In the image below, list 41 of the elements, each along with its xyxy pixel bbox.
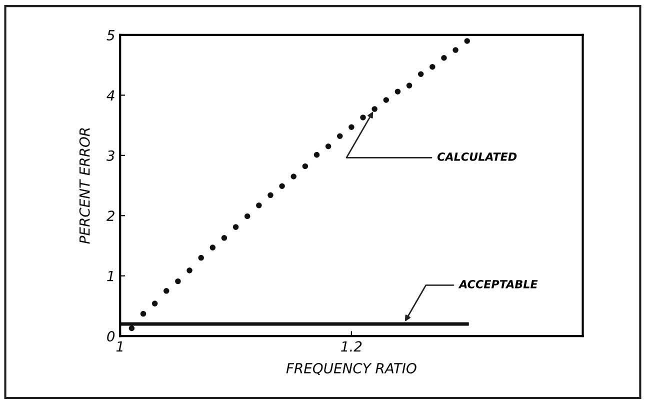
annotation: ACCEPTABLE <box>458 280 538 288</box>
y-tick-label: 1 <box>107 271 114 282</box>
point <box>452 47 458 53</box>
x-axis-title: FREQUENCY RATIO <box>286 362 416 376</box>
point <box>244 213 250 220</box>
y-tick-label: 5 <box>106 30 114 40</box>
point <box>314 152 320 158</box>
point <box>441 54 447 61</box>
point <box>325 143 332 150</box>
point <box>268 192 274 198</box>
point <box>163 288 170 294</box>
y-tick-label: 4 <box>106 90 114 100</box>
point <box>128 325 135 332</box>
point <box>232 224 239 230</box>
point <box>360 114 366 120</box>
point <box>430 64 436 70</box>
point <box>210 244 216 250</box>
point <box>290 174 297 180</box>
point <box>394 88 401 94</box>
point <box>140 310 146 317</box>
point <box>302 163 308 170</box>
point <box>256 202 262 208</box>
annotation: CALCULATED <box>437 152 517 161</box>
point <box>152 300 158 306</box>
point <box>383 97 390 103</box>
point <box>198 254 204 261</box>
y-tick-label: 2 <box>106 210 114 221</box>
point <box>186 268 192 274</box>
point <box>464 38 470 44</box>
point <box>418 71 424 78</box>
point <box>372 106 378 112</box>
y-tick-label: 0 <box>107 331 115 342</box>
point <box>336 133 343 140</box>
y-axis-title: PERCENT ERROR <box>79 128 90 244</box>
y-tick-label: 3 <box>106 150 114 161</box>
point <box>175 278 181 284</box>
point <box>406 82 412 88</box>
point <box>221 235 228 241</box>
x-tick-label: 1.2 <box>341 341 362 352</box>
point <box>279 183 285 190</box>
point <box>348 124 354 130</box>
